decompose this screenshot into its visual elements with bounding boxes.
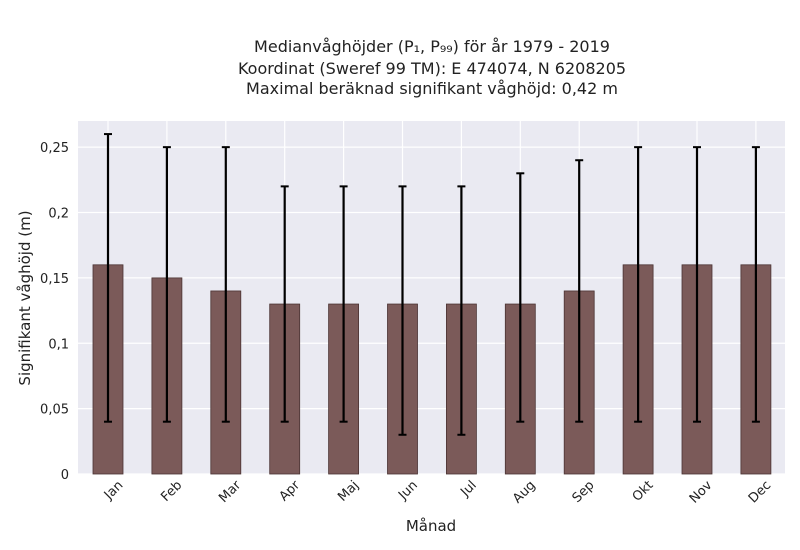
error-bar-dec (751, 146, 760, 423)
error-bar-jan (104, 133, 112, 423)
y-tick-label: 0,15 (40, 272, 69, 287)
x-axis-label: Månad (406, 517, 456, 535)
x-tick-label: Jun (395, 478, 421, 504)
x-tick-label: Dec (746, 478, 774, 506)
y-tick-label: 0 (61, 468, 69, 483)
y-tick-label: 0,25 (40, 141, 69, 156)
title-line-2: Koordinat (Sweref 99 TM): E 474074, N 62… (238, 59, 626, 78)
x-tick-label: Aug (510, 478, 539, 507)
x-tick-label: Maj (335, 478, 362, 505)
error-bar-okt (634, 146, 643, 423)
y-tick-label: 0,1 (48, 337, 69, 352)
x-axis-ticks: Jan Feb Mar Apr Maj Jun Jul Aug Sep Okt Nov Dec (101, 478, 774, 507)
title-line-1: Medianvåghöjder (P₁, P₉₉) för år 1979 - … (254, 37, 610, 56)
y-tick-label: 0,2 (48, 207, 69, 222)
error-bar-apr (280, 185, 289, 423)
error-bar-jul (457, 185, 466, 436)
error-bar-maj (339, 185, 348, 423)
y-axis-ticks: 0 0,05 0,1 0,15 0,2 0,25 (40, 141, 69, 483)
title-line-3: Maximal beräknad signifikant våghöjd: 0,… (246, 79, 618, 98)
error-bar-mar (221, 146, 230, 423)
y-tick-label: 0,05 (40, 403, 69, 418)
x-tick-label: Sep (570, 478, 598, 506)
error-bar-sep (575, 159, 584, 423)
error-bar-aug (516, 172, 525, 423)
x-tick-label: Jul (457, 478, 479, 500)
error-bar-feb (162, 146, 171, 423)
x-tick-label: Jan (101, 478, 126, 503)
x-tick-label: Mar (216, 478, 244, 506)
plot-area (78, 121, 785, 474)
x-tick-label: Nov (687, 478, 716, 507)
y-axis-label: Signifikant våghöjd (m) (16, 210, 34, 385)
x-tick-label: Okt (630, 478, 657, 505)
x-tick-label: Feb (158, 478, 185, 505)
chart-title: Medianvåghöjder (P₁, P₉₉) för år 1979 - … (238, 37, 626, 98)
error-bar-nov (693, 146, 701, 423)
x-tick-label: Apr (277, 478, 304, 505)
error-bars (104, 133, 760, 436)
error-bar-jun (398, 185, 407, 436)
